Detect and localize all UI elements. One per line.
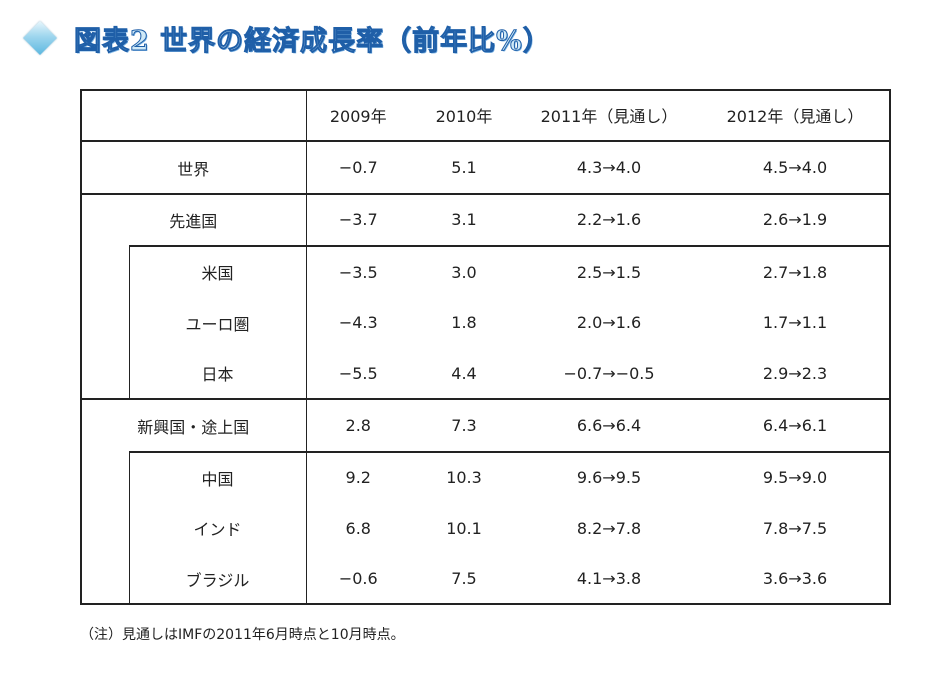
header-2010: 2010年 bbox=[410, 90, 518, 143]
cell-2010: 10.1 bbox=[446, 518, 482, 538]
cell-2012: 3.6→3.6 bbox=[762, 569, 828, 589]
cell-2009: −3.5 bbox=[306, 245, 410, 298]
cell-2012: 4.5→4.0 bbox=[762, 158, 828, 178]
table-row: インド 6.8 10.1 8.2→7.8 7.8→7.5 bbox=[81, 503, 890, 554]
cell-2009: −4.3 bbox=[338, 313, 378, 333]
cell-2011: −0.7→−0.5 bbox=[563, 363, 655, 383]
header-2011: 2011年（見通し） bbox=[518, 90, 700, 143]
table-row: 先進国 −3.7 3.1 2.2→1.6 2.6→1.9 bbox=[81, 193, 890, 247]
page-title: 図表2 世界の経済成長率（前年比%） bbox=[74, 25, 551, 57]
cell-2009: −5.5 bbox=[338, 363, 378, 383]
table-row: 中国 9.2 10.3 9.6→9.5 9.5→9.0 bbox=[81, 450, 890, 504]
cell-2012: 1.7→1.1 bbox=[762, 313, 828, 333]
cell-2011: 8.2→7.8 bbox=[576, 518, 642, 538]
table-row: 日本 −5.5 4.4 −0.7→−0.5 2.9→2.3 bbox=[81, 347, 890, 400]
cell-2010: 10.3 bbox=[410, 450, 518, 504]
cell-2010: 3.0 bbox=[410, 245, 518, 298]
table-row: 世界 −0.7 5.1 4.3→4.0 4.5→4.0 bbox=[81, 141, 890, 194]
cell-2012: 7.8→7.5 bbox=[762, 518, 828, 538]
cell-2010: 1.8 bbox=[451, 313, 477, 333]
table-row: ブラジル −0.6 7.5 4.1→3.8 3.6→3.6 bbox=[81, 553, 890, 604]
row-label: 新興国・途上国 bbox=[81, 399, 307, 452]
growth-rate-table: 2009年 2010年 2011年（見通し） 2012年（見通し） 世界 −0.… bbox=[80, 89, 891, 605]
footnote: （注）見通しはIMFの2011年6月時点と10月時点。 bbox=[80, 627, 405, 643]
cell-2011: 2.2→1.6 bbox=[576, 210, 642, 230]
row-label: ユーロ圏 bbox=[128, 297, 307, 348]
row-label: 世界 bbox=[81, 141, 307, 194]
cell-2010: 3.1 bbox=[451, 210, 477, 230]
row-label: 米国 bbox=[128, 245, 307, 298]
cell-2011: 9.6→9.5 bbox=[518, 450, 700, 504]
row-label: インド bbox=[128, 503, 307, 554]
cell-2011: 6.6→6.4 bbox=[576, 416, 642, 436]
row-label: 中国 bbox=[128, 450, 307, 504]
cell-2010: 7.3 bbox=[451, 416, 477, 436]
cell-2012: 2.6→1.9 bbox=[762, 210, 828, 230]
title-area: 図表2 世界の経済成長率（前年比%） bbox=[18, 18, 551, 58]
cell-2010: 5.1 bbox=[451, 158, 477, 178]
table-row: 新興国・途上国 2.8 7.3 6.6→6.4 6.4→6.1 bbox=[81, 399, 890, 452]
row-label: 日本 bbox=[128, 347, 307, 400]
cell-2010: 4.4 bbox=[451, 363, 477, 383]
table-row: 米国 −3.5 3.0 2.5→1.5 2.7→1.8 bbox=[81, 245, 890, 298]
diamond-bullet-icon bbox=[23, 21, 57, 55]
header-blank-cell bbox=[81, 90, 307, 143]
row-label: 先進国 bbox=[81, 193, 307, 247]
cell-2009: −0.6 bbox=[338, 569, 378, 589]
row-label: ブラジル bbox=[128, 553, 307, 604]
cell-2010: 7.5 bbox=[451, 569, 477, 589]
cell-2009: −3.7 bbox=[338, 210, 378, 230]
cell-2011: 2.0→1.6 bbox=[576, 313, 642, 333]
cell-2009: −0.7 bbox=[338, 158, 378, 178]
cell-2012: 2.9→2.3 bbox=[762, 363, 828, 383]
cell-2011: 2.5→1.5 bbox=[518, 245, 700, 298]
header-2012: 2012年（見通し） bbox=[700, 90, 890, 143]
cell-2011: 4.1→3.8 bbox=[576, 569, 642, 589]
indent-cell bbox=[81, 246, 129, 399]
cell-2012: 6.4→6.1 bbox=[762, 416, 828, 436]
cell-2012: 2.7→1.8 bbox=[700, 245, 890, 298]
cell-2009: 2.8 bbox=[345, 416, 371, 436]
table-row: ユーロ圏 −4.3 1.8 2.0→1.6 1.7→1.1 bbox=[81, 297, 890, 348]
table-header-row: 2009年 2010年 2011年（見通し） 2012年（見通し） bbox=[81, 90, 890, 143]
header-2009: 2009年 bbox=[306, 90, 410, 143]
cell-2012: 9.5→9.0 bbox=[700, 450, 890, 504]
cell-2011: 4.3→4.0 bbox=[576, 158, 642, 178]
cell-2009: 6.8 bbox=[345, 518, 371, 538]
indent-cell bbox=[81, 452, 129, 604]
cell-2009: 9.2 bbox=[306, 450, 410, 504]
